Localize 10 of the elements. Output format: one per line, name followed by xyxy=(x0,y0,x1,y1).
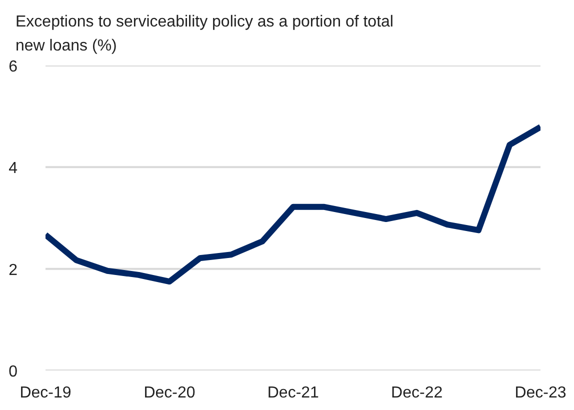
x-tick-label: Dec-21 xyxy=(267,384,320,402)
x-tick-label: Dec-22 xyxy=(391,384,443,402)
y-tick-label: 4 xyxy=(8,160,18,178)
x-tick-label: Dec-23 xyxy=(514,384,566,402)
y-tick-label: 0 xyxy=(8,364,18,380)
x-tick-label: Dec-19 xyxy=(20,384,72,402)
y-tick-label: 2 xyxy=(8,262,18,279)
chart-title: Exceptions to serviceability policy as a portion of total new loans (%) xyxy=(16,14,394,54)
x-tick-label: Dec-20 xyxy=(144,384,196,402)
y-tick-label: 6 xyxy=(8,58,18,76)
